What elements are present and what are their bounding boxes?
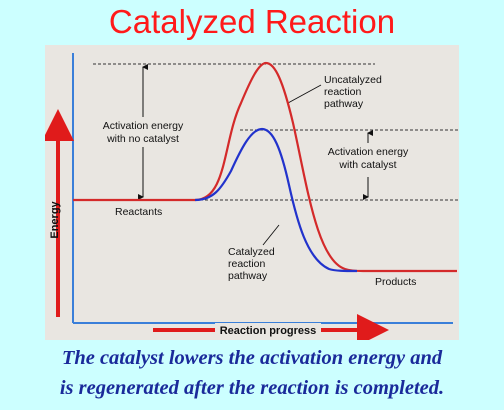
x-axis-label: Reaction progress <box>220 325 317 337</box>
caption-line-1: The catalyst lowers the activation energ… <box>61 347 443 369</box>
caption: The catalyst lowers the activation energ… <box>0 343 504 403</box>
catalyzed-leader-line <box>262 224 280 246</box>
uncatalyzed-label-2: reaction <box>324 86 362 98</box>
products-label: Products <box>375 276 416 288</box>
ea-catalyst-label-1: Activation energy <box>328 146 409 158</box>
ea-no-catalyst-label-1: Activation energy <box>103 120 184 132</box>
uncatalyzed-curve <box>73 61 457 273</box>
reactants-label: Reactants <box>115 206 162 218</box>
uncatalyzed-label-1: Uncatalyzed <box>324 74 382 86</box>
diagram-panel <box>45 45 459 340</box>
x-axis-label-bg <box>215 323 321 337</box>
energy-diagram: Energy Reaction progress Activation ener… <box>45 53 458 340</box>
ea-no-catalyst-label-2: with no catalyst <box>106 133 179 145</box>
ea-catalyst-label-2: with catalyst <box>338 159 396 171</box>
uncatalyzed-leader-line <box>287 84 322 104</box>
catalyzed-curve <box>194 127 358 273</box>
y-axis-label: Energy <box>49 200 61 238</box>
caption-line-2: is regenerated after the reaction is com… <box>59 377 445 399</box>
catalyzed-label-2: reaction <box>228 258 266 270</box>
catalyzed-label-3: pathway <box>228 270 268 282</box>
page-title: Catalyzed Reaction <box>108 3 396 40</box>
uncatalyzed-label-3: pathway <box>324 98 364 110</box>
catalyzed-label-1: Catalyzed <box>228 246 275 258</box>
